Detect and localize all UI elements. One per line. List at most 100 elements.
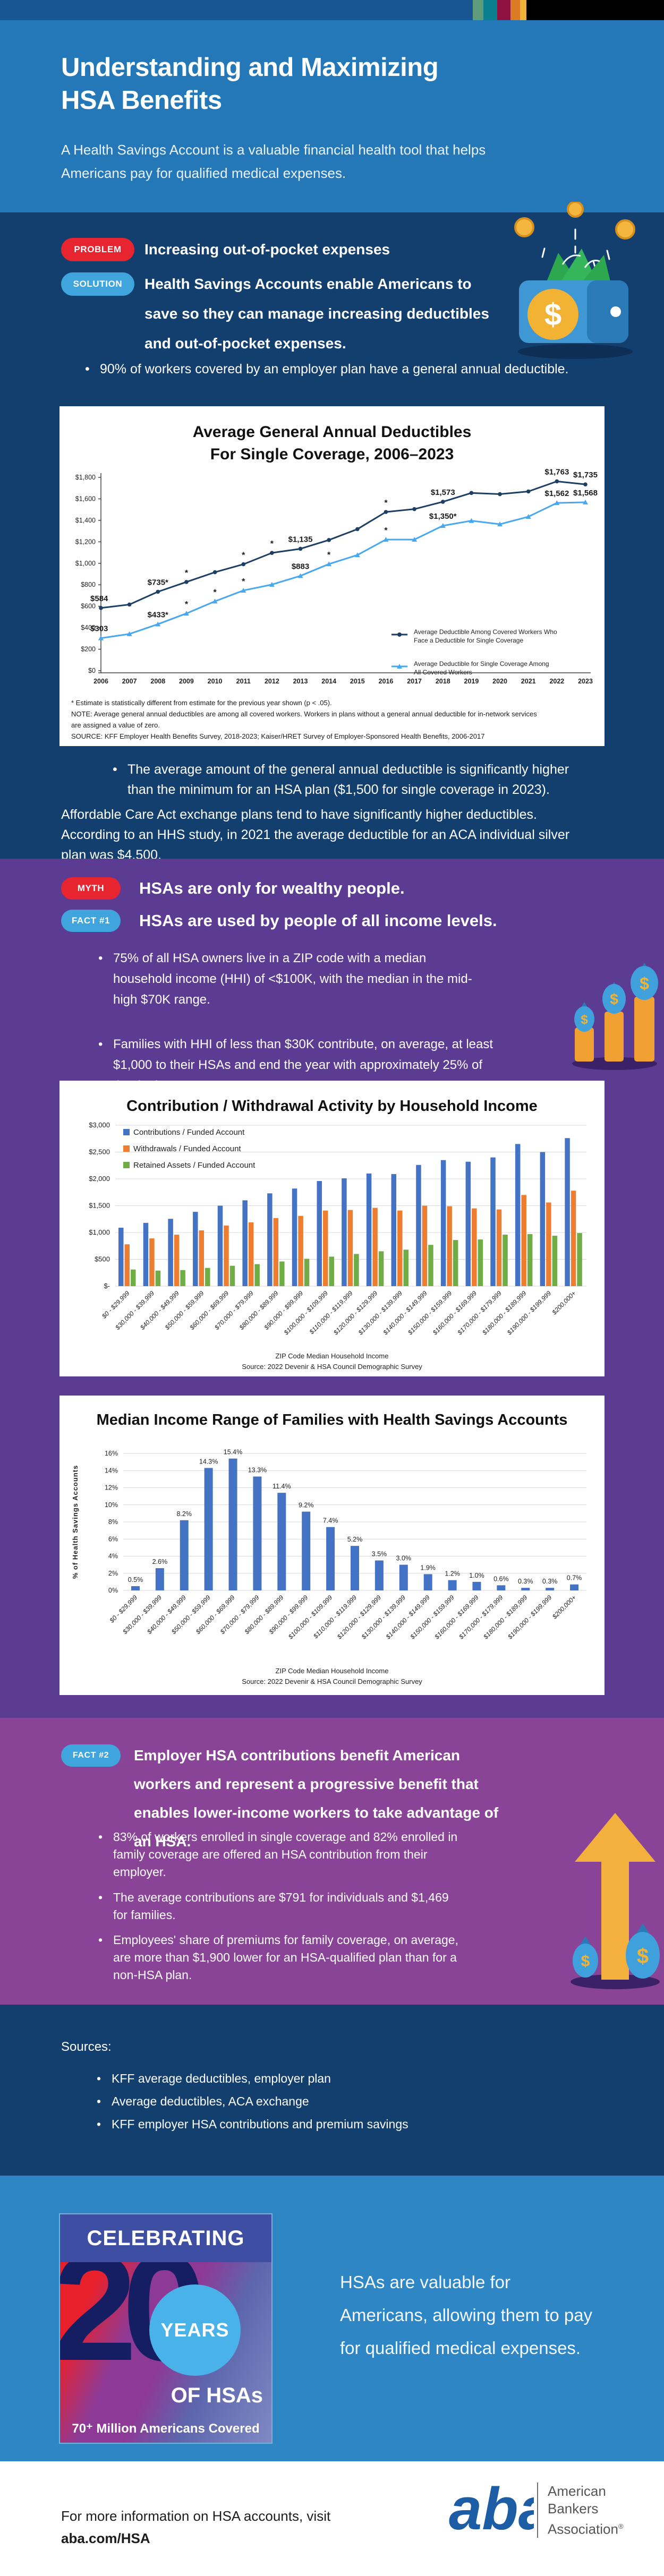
svg-text:Average Deductible for Single: Average Deductible for Single Coverage A… <box>414 660 549 667</box>
bullet-dot: • <box>98 1037 103 1051</box>
svg-text:$735*: $735* <box>148 578 168 587</box>
svg-text:4%: 4% <box>108 1553 118 1560</box>
source-item: • KFF average deductibles, employer plan <box>97 2067 408 2090</box>
svg-text:$150,000 - $159,999: $150,000 - $159,999 <box>406 1289 453 1337</box>
svg-text:3.0%: 3.0% <box>396 1555 412 1562</box>
top-bar-stripe <box>473 0 483 20</box>
svg-text:11.4%: 11.4% <box>273 1483 291 1490</box>
chart1-title: Average General Annual Deductibles For S… <box>192 423 472 463</box>
fact2-badge: FACT #2 <box>61 1744 121 1767</box>
svg-text:$170,000 - $179,999: $170,000 - $179,999 <box>457 1594 505 1641</box>
bullet-dot: • <box>98 1933 103 1947</box>
svg-text:$160,000 - $169,999: $160,000 - $169,999 <box>433 1594 480 1641</box>
svg-text:$1,400: $1,400 <box>75 517 96 524</box>
money-bags-growth-icon: $ $ $ <box>572 963 658 1070</box>
svg-text:*: * <box>242 577 245 586</box>
svg-text:2023: 2023 <box>578 678 593 685</box>
years-circle: YEARS <box>149 2284 241 2376</box>
svg-text:$1,135: $1,135 <box>288 535 313 544</box>
solution-badge: SOLUTION <box>61 272 134 296</box>
svg-text:$200,000+: $200,000+ <box>550 1289 577 1316</box>
svg-text:2.6%: 2.6% <box>152 1558 168 1565</box>
celebrating-section: CELEBRATING 20 YEARS OF HSAs 70⁺ Million… <box>0 2176 664 2461</box>
svg-text:$883: $883 <box>292 562 309 571</box>
fact2-bullet-3: • Employees' share of premiums for famil… <box>98 1931 464 1984</box>
top-bar-stripe <box>526 0 664 20</box>
svg-text:$130,000 - $139,999: $130,000 - $139,999 <box>360 1594 407 1641</box>
svg-text:$: $ <box>544 297 561 332</box>
svg-text:$2,500: $2,500 <box>89 1148 110 1156</box>
svg-text:12%: 12% <box>105 1484 118 1492</box>
fact2-bullet-2: • The average contributions are $791 for… <box>98 1889 453 1924</box>
bullet-dot: • <box>97 2072 101 2085</box>
source-item: • Average deductibles, ACA exchange <box>97 2090 408 2113</box>
svg-text:$190,000 - $199,999: $190,000 - $199,999 <box>505 1289 552 1337</box>
svg-text:$1,573: $1,573 <box>431 488 455 497</box>
svg-text:2016: 2016 <box>379 678 394 685</box>
svg-text:14%: 14% <box>105 1467 118 1474</box>
chart-card-median-income: Median Income Range of Families with Hea… <box>59 1396 605 1695</box>
chart2-title: Contribution / Withdrawal Activity by Ho… <box>126 1098 538 1115</box>
svg-text:15.4%: 15.4% <box>224 1449 242 1456</box>
svg-text:$1,000: $1,000 <box>75 560 96 567</box>
svg-text:7.4%: 7.4% <box>323 1517 338 1525</box>
svg-text:2010: 2010 <box>208 678 223 685</box>
svg-text:$200: $200 <box>81 646 96 653</box>
svg-text:$190,000 - $199,999: $190,000 - $199,999 <box>506 1594 553 1641</box>
source-item: • KFF employer HSA contributions and prem… <box>97 2113 408 2136</box>
fact2-headline: Employer HSA contributions benefit Ameri… <box>134 1747 499 1850</box>
svg-text:*: * <box>185 569 189 578</box>
svg-text:2%: 2% <box>108 1570 118 1577</box>
svg-text:$120,000 - $129,999: $120,000 - $129,999 <box>335 1594 382 1641</box>
svg-text:$: $ <box>581 1013 588 1027</box>
bullet-dot: • <box>98 951 103 965</box>
aba-org-name: American Bankers Association® <box>548 2483 624 2537</box>
svg-text:$110,000 - $119,999: $110,000 - $119,999 <box>308 1289 354 1336</box>
celebrating-20-years-logo: CELEBRATING 20 YEARS OF HSAs 70⁺ Million… <box>60 2214 271 2443</box>
page-subtitle: A Health Savings Account is a valuable f… <box>61 142 486 181</box>
svg-text:*: * <box>384 526 388 535</box>
aba-logo: aba American Bankers Association® <box>449 2478 624 2542</box>
svg-text:$0: $0 <box>88 667 96 674</box>
svg-text:$110,000 - $119,999: $110,000 - $119,999 <box>311 1594 358 1640</box>
chart-card-contribution: Contribution / Withdrawal Activity by Ho… <box>59 1081 605 1376</box>
svg-text:Retained Assets / Funded Accou: Retained Assets / Funded Account <box>133 1161 256 1170</box>
svg-text:0%: 0% <box>108 1587 118 1594</box>
svg-text:Face a Deductible for Single C: Face a Deductible for Single Coverage <box>414 637 523 644</box>
chart-card-deductibles: Average General Annual Deductibles For S… <box>59 406 605 746</box>
footer-info: For more information on HSA accounts, vi… <box>61 2505 330 2549</box>
fact1-badge: FACT #1 <box>61 910 121 932</box>
svg-text:2011: 2011 <box>236 678 251 685</box>
svg-text:$1,350*: $1,350* <box>429 512 457 521</box>
chart2-xlabel: ZIP Code Median Household Income <box>275 1352 389 1360</box>
svg-text:$800: $800 <box>81 581 96 588</box>
svg-text:*: * <box>270 540 274 549</box>
svg-text:1.0%: 1.0% <box>469 1572 484 1579</box>
contribution-bar-chart: $-$500$1,000$1,500$2,000$2,500$3,000$0 -… <box>89 1121 586 1337</box>
bullet-dot: • <box>97 2117 101 2131</box>
svg-text:10%: 10% <box>105 1501 118 1509</box>
top-bar-stripe <box>497 0 510 20</box>
svg-text:$200,000+: $200,000+ <box>550 1594 577 1621</box>
problem-badge: PROBLEM <box>61 238 134 261</box>
svg-text:$1,763: $1,763 <box>544 467 569 476</box>
svg-text:$: $ <box>640 974 649 993</box>
svg-text:2014: 2014 <box>321 678 336 685</box>
celebrating-label: CELEBRATING <box>60 2214 271 2262</box>
svg-text:$1,735: $1,735 <box>573 470 598 480</box>
svg-text:$1,200: $1,200 <box>75 538 96 545</box>
footer: For more information on HSA accounts, vi… <box>0 2461 664 2576</box>
page-title: Understanding and Maximizing HSA Benefit… <box>61 53 439 115</box>
svg-text:2013: 2013 <box>293 678 308 685</box>
aba-url-link[interactable]: aba.com/HSA <box>61 2530 150 2546</box>
svg-text:2009: 2009 <box>179 678 194 685</box>
svg-text:$100,000 - $109,999: $100,000 - $109,999 <box>282 1289 329 1337</box>
top-bar-stripe <box>520 0 526 20</box>
svg-text:2012: 2012 <box>265 678 279 685</box>
svg-text:$100,000 - $109,999: $100,000 - $109,999 <box>286 1594 334 1641</box>
svg-text:3.5%: 3.5% <box>372 1551 387 1558</box>
svg-text:$400: $400 <box>81 624 96 631</box>
avg-deductible-bullet: • The average amount of the general annu… <box>113 759 595 800</box>
svg-text:$140,000 - $149,999: $140,000 - $149,999 <box>384 1594 431 1641</box>
svg-text:$433*: $433* <box>148 610 168 619</box>
